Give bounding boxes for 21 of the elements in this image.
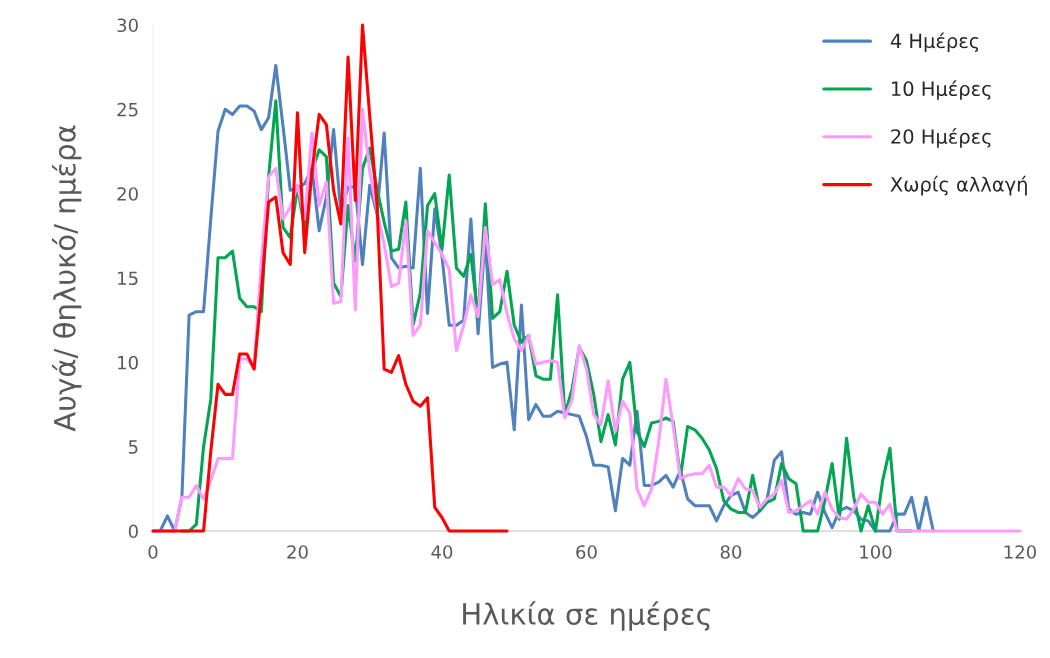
y-tick-label: 25 bbox=[117, 102, 138, 117]
x-tick-label: 80 bbox=[720, 545, 742, 559]
y-tick-label: 30 bbox=[117, 18, 138, 33]
y-tick-label: 0 bbox=[128, 524, 138, 539]
x-tick-label: 100 bbox=[860, 545, 892, 559]
x-tick-label: 120 bbox=[1004, 545, 1036, 559]
legend-label: 20 Ημέρες bbox=[891, 128, 991, 148]
y-axis-title: Αυγά/ θηλυκό/ ημέρα bbox=[52, 125, 82, 432]
x-tick-label: 0 bbox=[148, 545, 158, 559]
legend-label: 4 Ημέρες bbox=[890, 32, 979, 53]
line-series bbox=[151, 23, 509, 533]
y-tick-label: 20 bbox=[117, 187, 138, 201]
y-tick-label: 5 bbox=[129, 440, 138, 454]
y-tick-label: 10 bbox=[118, 355, 138, 370]
y-tick-label: 15 bbox=[118, 271, 138, 286]
x-tick-label: 20 bbox=[287, 545, 308, 559]
x-tick-label: 40 bbox=[431, 545, 453, 559]
x-tick-label: 60 bbox=[576, 545, 597, 559]
x-axis-title: Ηλικία σε ημέρες bbox=[463, 601, 710, 631]
legend-label: 10 Ημέρες bbox=[892, 80, 991, 100]
legend-label: Χωρίς αλλαγή bbox=[890, 175, 1027, 196]
